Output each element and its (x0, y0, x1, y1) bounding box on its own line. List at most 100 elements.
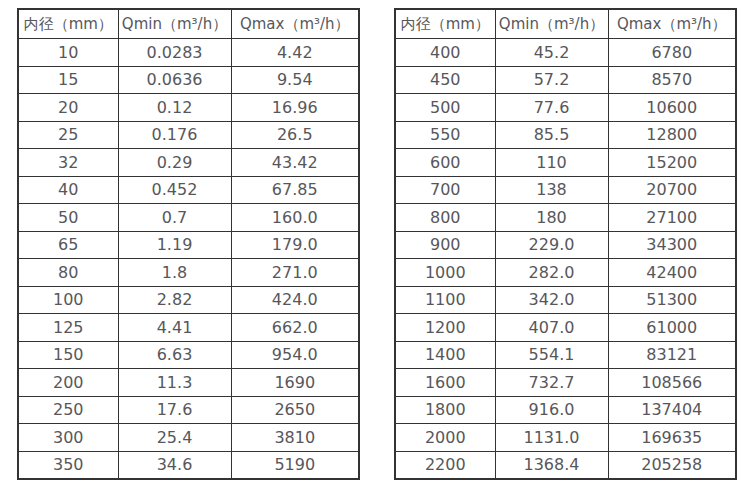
cell-qmax: 51300 (608, 286, 736, 314)
header-diameter: 内径（mm） (18, 9, 118, 39)
header-row: 内径（mm） Qmin（m³/h） Qmax（m³/h） (395, 9, 736, 39)
table-row: 70013820700 (395, 176, 736, 204)
table-row: 100.02834.42 (18, 39, 359, 67)
cell-qmin: 45.2 (495, 39, 608, 67)
cell-qmax: 1690 (231, 369, 359, 397)
cell-qmax: 9.54 (231, 66, 359, 94)
table-row: 1400554.183121 (395, 341, 736, 369)
cell-qmax: 15200 (608, 149, 736, 177)
table-row: 500.7160.0 (18, 204, 359, 232)
cell-qmax: 43.42 (231, 149, 359, 177)
header-diameter: 内径（mm） (395, 9, 495, 39)
cell-diameter: 800 (395, 204, 495, 232)
header-qmin: Qmin（m³/h） (118, 9, 231, 39)
cell-diameter: 900 (395, 231, 495, 259)
cell-qmax: 27100 (608, 204, 736, 232)
cell-qmin: 916.0 (495, 396, 608, 424)
cell-qmin: 0.12 (118, 94, 231, 122)
table-row: 200.1216.96 (18, 94, 359, 122)
table-row: 400.45267.85 (18, 176, 359, 204)
flow-table-right: 内径（mm） Qmin（m³/h） Qmax（m³/h） 40045.26780… (394, 8, 737, 480)
table-row: 320.2943.42 (18, 149, 359, 177)
header-qmax: Qmax（m³/h） (608, 9, 736, 39)
cell-diameter: 500 (395, 94, 495, 122)
table-row: 250.17626.5 (18, 121, 359, 149)
cell-qmax: 20700 (608, 176, 736, 204)
cell-diameter: 450 (395, 66, 495, 94)
cell-qmin: 110 (495, 149, 608, 177)
cell-qmin: 342.0 (495, 286, 608, 314)
cell-qmax: 61000 (608, 314, 736, 342)
cell-diameter: 125 (18, 314, 118, 342)
flow-table-left: 内径（mm） Qmin（m³/h） Qmax（m³/h） 100.02834.4… (17, 8, 360, 480)
cell-diameter: 1000 (395, 259, 495, 287)
cell-diameter: 600 (395, 149, 495, 177)
cell-qmin: 554.1 (495, 341, 608, 369)
cell-diameter: 100 (18, 286, 118, 314)
table-row: 651.19179.0 (18, 231, 359, 259)
cell-qmax: 10600 (608, 94, 736, 122)
cell-diameter: 1600 (395, 369, 495, 397)
cell-qmin: 138 (495, 176, 608, 204)
cell-qmax: 67.85 (231, 176, 359, 204)
cell-qmin: 11.3 (118, 369, 231, 397)
table-header-left: 内径（mm） Qmin（m³/h） Qmax（m³/h） (18, 9, 359, 39)
table-row: 30025.43810 (18, 424, 359, 452)
cell-diameter: 200 (18, 369, 118, 397)
cell-qmax: 83121 (608, 341, 736, 369)
cell-qmax: 5190 (231, 451, 359, 479)
cell-qmin: 1.19 (118, 231, 231, 259)
cell-diameter: 25 (18, 121, 118, 149)
cell-qmax: 179.0 (231, 231, 359, 259)
cell-qmin: 34.6 (118, 451, 231, 479)
table-row: 150.06369.54 (18, 66, 359, 94)
cell-qmin: 77.6 (495, 94, 608, 122)
cell-qmax: 424.0 (231, 286, 359, 314)
cell-qmax: 108566 (608, 369, 736, 397)
cell-qmin: 282.0 (495, 259, 608, 287)
cell-diameter: 2200 (395, 451, 495, 479)
cell-qmax: 26.5 (231, 121, 359, 149)
cell-diameter: 350 (18, 451, 118, 479)
table-row: 60011015200 (395, 149, 736, 177)
table-row: 35034.65190 (18, 451, 359, 479)
cell-diameter: 10 (18, 39, 118, 67)
cell-qmin: 85.5 (495, 121, 608, 149)
table-header-right: 内径（mm） Qmin（m³/h） Qmax（m³/h） (395, 9, 736, 39)
cell-qmin: 0.29 (118, 149, 231, 177)
table-row: 80018027100 (395, 204, 736, 232)
cell-qmax: 34300 (608, 231, 736, 259)
cell-diameter: 40 (18, 176, 118, 204)
cell-qmin: 0.176 (118, 121, 231, 149)
table-row: 22001368.4205258 (395, 451, 736, 479)
cell-diameter: 2000 (395, 424, 495, 452)
cell-diameter: 1400 (395, 341, 495, 369)
cell-qmin: 57.2 (495, 66, 608, 94)
cell-diameter: 1100 (395, 286, 495, 314)
cell-qmax: 137404 (608, 396, 736, 424)
cell-qmax: 3810 (231, 424, 359, 452)
cell-qmin: 407.0 (495, 314, 608, 342)
table-row: 50077.610600 (395, 94, 736, 122)
cell-qmin: 4.41 (118, 314, 231, 342)
table-row: 1600732.7108566 (395, 369, 736, 397)
table-row: 45057.28570 (395, 66, 736, 94)
table-row: 25017.62650 (18, 396, 359, 424)
cell-qmin: 1.8 (118, 259, 231, 287)
table-row: 40045.26780 (395, 39, 736, 67)
cell-diameter: 20 (18, 94, 118, 122)
table-row: 20001131.0169635 (395, 424, 736, 452)
cell-qmin: 0.452 (118, 176, 231, 204)
cell-diameter: 700 (395, 176, 495, 204)
table-row: 20011.31690 (18, 369, 359, 397)
table-row: 1100342.051300 (395, 286, 736, 314)
cell-qmin: 1131.0 (495, 424, 608, 452)
table-row: 1254.41662.0 (18, 314, 359, 342)
cell-qmax: 271.0 (231, 259, 359, 287)
cell-diameter: 1800 (395, 396, 495, 424)
cell-diameter: 550 (395, 121, 495, 149)
cell-qmax: 662.0 (231, 314, 359, 342)
cell-diameter: 65 (18, 231, 118, 259)
cell-qmax: 160.0 (231, 204, 359, 232)
cell-qmax: 169635 (608, 424, 736, 452)
